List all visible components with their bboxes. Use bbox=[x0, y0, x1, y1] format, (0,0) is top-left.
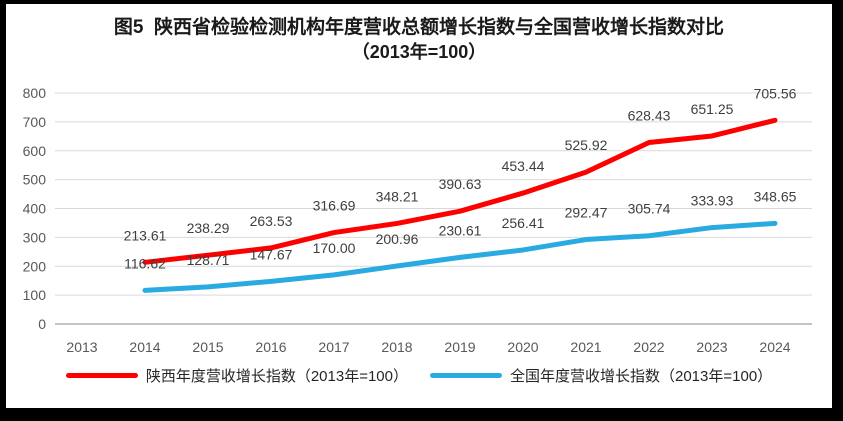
chart-title: 图5 陕西省检验检测机构年度营收总额增长指数与全国营收增长指数对比 （2013年… bbox=[6, 4, 832, 64]
x-tick-label: 2024 bbox=[759, 339, 790, 355]
y-tick-label: 300 bbox=[23, 229, 47, 245]
y-tick-label: 400 bbox=[23, 201, 47, 217]
data-label-shaanxi: 705.56 bbox=[754, 85, 797, 101]
data-label-national: 128.71 bbox=[187, 252, 230, 268]
chart-title-line2: （2013年=100） bbox=[351, 42, 487, 62]
data-label-national: 116.62 bbox=[124, 255, 166, 271]
x-tick-label: 2022 bbox=[633, 339, 664, 355]
data-label-shaanxi: 316.69 bbox=[313, 198, 356, 214]
x-tick-label: 2015 bbox=[192, 339, 223, 355]
legend-label-national: 全国年度营收增长指数（2013年=100） bbox=[510, 368, 773, 385]
x-tick-label: 2020 bbox=[507, 339, 538, 355]
x-tick-label: 2016 bbox=[255, 339, 286, 355]
x-tick-label: 2021 bbox=[570, 339, 601, 355]
x-tick-label: 2023 bbox=[696, 339, 727, 355]
data-label-national: 147.67 bbox=[250, 246, 293, 262]
data-label-shaanxi: 628.43 bbox=[628, 108, 671, 124]
data-label-shaanxi: 390.63 bbox=[439, 176, 482, 192]
y-tick-label: 700 bbox=[23, 114, 47, 130]
data-label-national: 333.93 bbox=[691, 193, 734, 209]
data-label-national: 256.41 bbox=[502, 215, 545, 231]
chart-title-line1: 图5 陕西省检验检测机构年度营收总额增长指数与全国营收增长指数对比 bbox=[113, 17, 725, 38]
chart-legend: 陕西年度营收增长指数（2013年=100） 全国年度营收增长指数（2013年=1… bbox=[6, 365, 832, 386]
data-label-national: 305.74 bbox=[628, 201, 671, 217]
legend-item-shaanxi: 陕西年度营收增长指数（2013年=100） bbox=[65, 365, 408, 386]
data-label-shaanxi: 348.21 bbox=[376, 188, 419, 204]
data-label-shaanxi: 238.29 bbox=[187, 220, 230, 236]
data-label-national: 292.47 bbox=[565, 205, 608, 221]
y-tick-label: 800 bbox=[23, 85, 47, 101]
data-label-shaanxi: 525.92 bbox=[565, 137, 608, 153]
data-label-shaanxi: 213.61 bbox=[124, 227, 167, 243]
legend-label-shaanxi: 陕西年度营收增长指数（2013年=100） bbox=[145, 368, 408, 385]
x-tick-label: 2017 bbox=[318, 339, 349, 355]
y-tick-label: 200 bbox=[23, 258, 47, 274]
legend-swatch-shaanxi bbox=[65, 373, 138, 378]
y-tick-label: 500 bbox=[23, 172, 47, 188]
y-tick-label: 600 bbox=[23, 143, 47, 159]
data-label-national: 200.96 bbox=[376, 231, 419, 247]
x-tick-label: 2013 bbox=[66, 339, 97, 355]
series-line-shaanxi bbox=[142, 117, 778, 265]
data-label-national: 170.00 bbox=[313, 240, 356, 256]
data-label-national: 230.61 bbox=[439, 222, 482, 238]
legend-item-national: 全国年度营收增长指数（2013年=100） bbox=[430, 365, 772, 386]
y-tick-label: 0 bbox=[38, 316, 46, 332]
x-tick-label: 2014 bbox=[129, 339, 160, 355]
legend-swatch-national bbox=[430, 373, 502, 378]
y-tick-label: 100 bbox=[23, 287, 47, 303]
data-label-shaanxi: 263.53 bbox=[250, 213, 293, 229]
data-label-shaanxi: 651.25 bbox=[691, 101, 734, 117]
x-tick-label: 2019 bbox=[444, 339, 475, 355]
data-label-shaanxi: 453.44 bbox=[502, 158, 545, 174]
data-label-national: 348.65 bbox=[754, 188, 797, 204]
x-tick-label: 2018 bbox=[381, 339, 412, 355]
line-chart-plot-area: 0 100 200 300 400 500 600 700 800 2013 2014 2015 201… bbox=[23, 85, 812, 355]
series-line-national bbox=[142, 220, 778, 293]
